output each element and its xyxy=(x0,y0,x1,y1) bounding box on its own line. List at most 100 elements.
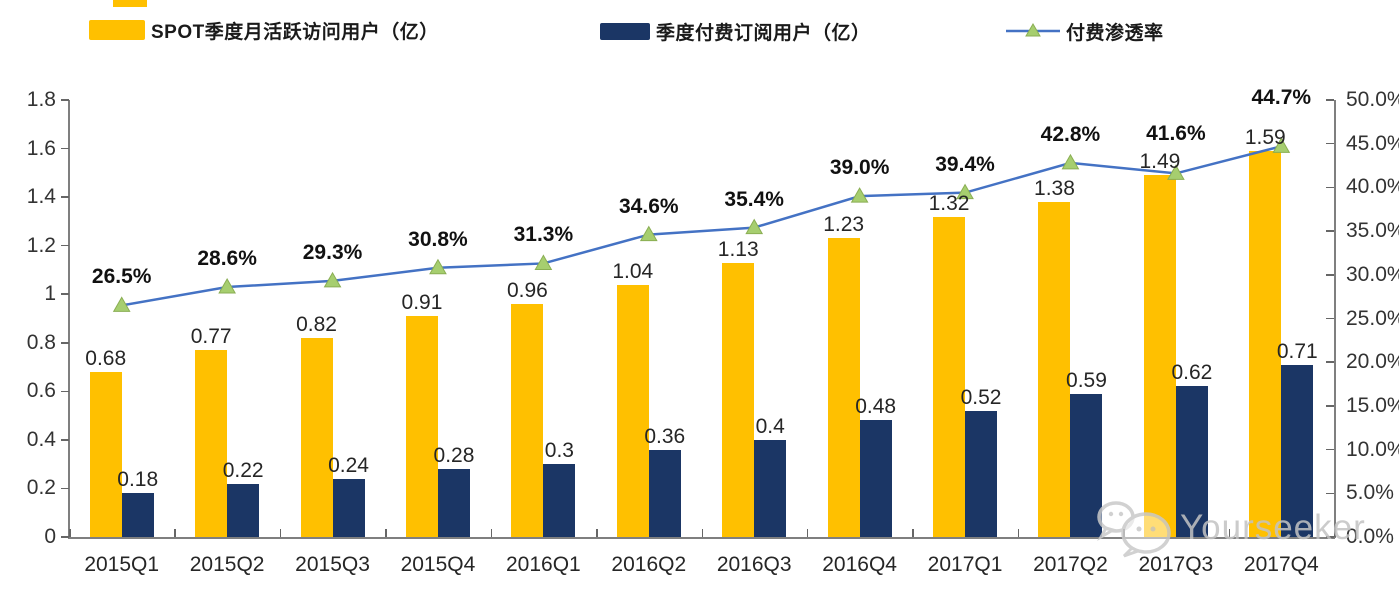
x-axis-tick xyxy=(174,529,176,537)
legend-item-mau: SPOT季度月活跃访问用户（亿） xyxy=(89,16,439,44)
subs-bar xyxy=(965,410,998,537)
x-axis-tick xyxy=(806,529,809,537)
x-axis-category-label: 2017Q3 xyxy=(1138,553,1214,576)
mau-bar xyxy=(616,284,649,537)
right-axis-tick xyxy=(1326,230,1334,232)
right-axis-tick xyxy=(1326,361,1334,363)
subs-bar-label: 0.18 xyxy=(117,468,159,492)
mau-bar xyxy=(405,316,438,537)
left-axis-tick-label: 1.2 xyxy=(26,233,56,257)
penetration-label: 26.5% xyxy=(91,265,152,289)
subs-bar-label: 0.36 xyxy=(644,424,686,448)
subs-bar-label: 0.4 xyxy=(755,414,785,438)
mau-bar xyxy=(933,216,966,537)
left-axis-tick-label: 0.2 xyxy=(26,476,56,500)
left-axis-tick-label: 0 xyxy=(44,525,56,548)
subs-bar-label: 0.48 xyxy=(855,395,897,419)
x-axis-tick xyxy=(279,529,282,537)
subs-bar xyxy=(121,493,154,537)
subs-bar xyxy=(1175,386,1208,537)
mau-bar-label: 1.23 xyxy=(823,213,865,237)
right-axis-tick-label: 15.0% xyxy=(1346,393,1399,417)
x-axis-category-label: 2016Q1 xyxy=(506,553,581,576)
legend-item-penetration: 付费渗透率 xyxy=(1006,17,1164,45)
mau-bar-label: 1.04 xyxy=(612,259,654,283)
legend-item-subs: 季度付费订阅用户（亿） xyxy=(600,17,871,45)
subs-bar xyxy=(1281,364,1314,537)
x-axis-category-label: 2015Q4 xyxy=(400,553,476,576)
right-axis-tick-label: 10.0% xyxy=(1346,437,1399,461)
mau-bar xyxy=(195,350,228,537)
subs-legend-label: 季度付费订阅用户（亿） xyxy=(656,22,871,44)
left-axis-tick xyxy=(61,244,69,247)
left-axis-tick xyxy=(61,536,69,538)
mau-bar-label: 0.77 xyxy=(190,325,232,349)
mau-bar xyxy=(89,371,122,537)
subs-bar-label: 0.71 xyxy=(1276,339,1318,363)
x-axis-category-label: 2016Q4 xyxy=(822,553,897,576)
left-axis-tick xyxy=(61,390,69,393)
right-axis-line xyxy=(1334,100,1336,538)
penetration-label: 44.7% xyxy=(1251,86,1312,110)
penetration-label: 39.0% xyxy=(829,156,890,180)
subs-bar-label: 0.62 xyxy=(1171,361,1213,385)
penetration-label: 29.3% xyxy=(302,240,363,264)
mau-legend-swatch xyxy=(89,20,145,40)
mau-bar-label: 0.96 xyxy=(506,278,548,302)
x-axis-category-label: 2016Q2 xyxy=(611,553,687,576)
mau-legend-label: SPOT季度月活跃访问用户（亿） xyxy=(151,21,439,43)
x-axis-tick xyxy=(701,529,703,537)
mau-bar-label: 0.82 xyxy=(296,312,337,336)
subs-bar xyxy=(754,439,787,537)
right-axis-tick-label: 30.0% xyxy=(1346,262,1399,286)
x-axis-tick xyxy=(1017,529,1020,537)
penetration-label: 30.8% xyxy=(408,227,468,251)
right-axis-tick-label: 20.0% xyxy=(1346,350,1399,374)
left-axis-tick-label: 0.6 xyxy=(26,379,56,403)
subs-bar-label: 0.28 xyxy=(433,444,475,468)
x-axis-category-label: 2015Q2 xyxy=(189,553,265,576)
subs-bar-label: 0.52 xyxy=(960,385,1002,409)
x-axis-category-label: 2015Q3 xyxy=(295,553,370,576)
right-axis-tick xyxy=(1326,492,1334,495)
x-axis-tick xyxy=(69,529,71,537)
right-axis-tick xyxy=(1326,448,1334,451)
subs-bar xyxy=(1070,393,1103,537)
right-axis-tick-label: 35.0% xyxy=(1346,219,1399,243)
left-axis-tick-label: 1.8 xyxy=(26,88,56,111)
right-axis-tick xyxy=(1326,186,1334,189)
left-axis-tick-label: 1 xyxy=(44,282,56,306)
right-axis-tick-label: 45.0% xyxy=(1346,131,1399,155)
left-axis-tick xyxy=(61,293,69,295)
mau-bar xyxy=(1143,175,1176,537)
mau-bar xyxy=(300,337,333,537)
left-axis-line xyxy=(68,100,70,538)
right-axis-tick xyxy=(1326,317,1334,320)
mau-bar xyxy=(511,303,544,537)
x-axis-category-label: 2015Q1 xyxy=(84,553,160,576)
mau-bar-label: 1.38 xyxy=(1034,176,1075,200)
penetration-label: 39.4% xyxy=(935,152,995,176)
right-axis-tick-label: 40.0% xyxy=(1346,175,1399,199)
subs-bar xyxy=(227,483,260,537)
x-axis-tick xyxy=(596,529,598,537)
legend-swatch-fragment xyxy=(113,0,147,7)
subs-bar xyxy=(859,420,892,537)
x-axis-tick xyxy=(385,529,387,537)
mau-bar xyxy=(722,262,755,537)
penetration-legend-label: 付费渗透率 xyxy=(1066,22,1164,44)
left-axis-tick xyxy=(61,147,69,150)
penetration-label: 31.3% xyxy=(513,223,574,247)
left-axis-tick-label: 0.8 xyxy=(26,330,56,354)
penetration-label: 28.6% xyxy=(197,247,257,271)
line-marker-icon xyxy=(1006,23,1060,37)
right-axis-tick-label: 0.0% xyxy=(1346,525,1394,548)
mau-bar-label: 1.59 xyxy=(1244,125,1286,149)
right-axis-tick-label: 50.0% xyxy=(1346,88,1399,111)
mau-bar-label: 1.49 xyxy=(1139,150,1181,174)
left-axis-tick-label: 1.4 xyxy=(26,185,56,209)
mau-bar-label: 1.13 xyxy=(717,237,759,261)
left-axis-tick xyxy=(61,342,69,344)
x-axis-category-label: 2017Q1 xyxy=(927,553,1003,576)
x-axis-category-label: 2017Q4 xyxy=(1243,553,1319,576)
